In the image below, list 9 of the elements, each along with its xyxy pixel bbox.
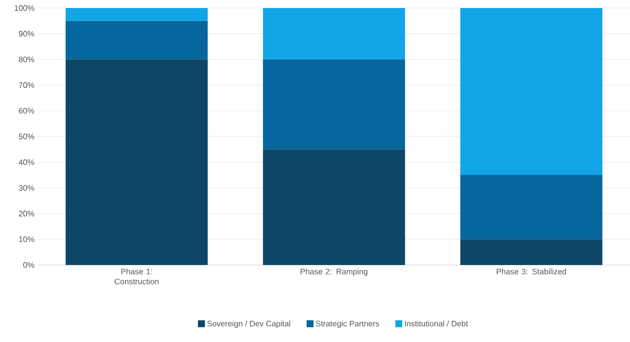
bar bbox=[262, 59, 406, 150]
bar bbox=[460, 175, 602, 240]
bar bbox=[66, 8, 208, 21]
bar bbox=[66, 20, 208, 60]
bar bbox=[262, 8, 406, 60]
bar bbox=[460, 8, 602, 176]
bar bbox=[66, 59, 208, 265]
bar bbox=[460, 239, 602, 265]
bar bbox=[262, 149, 406, 265]
